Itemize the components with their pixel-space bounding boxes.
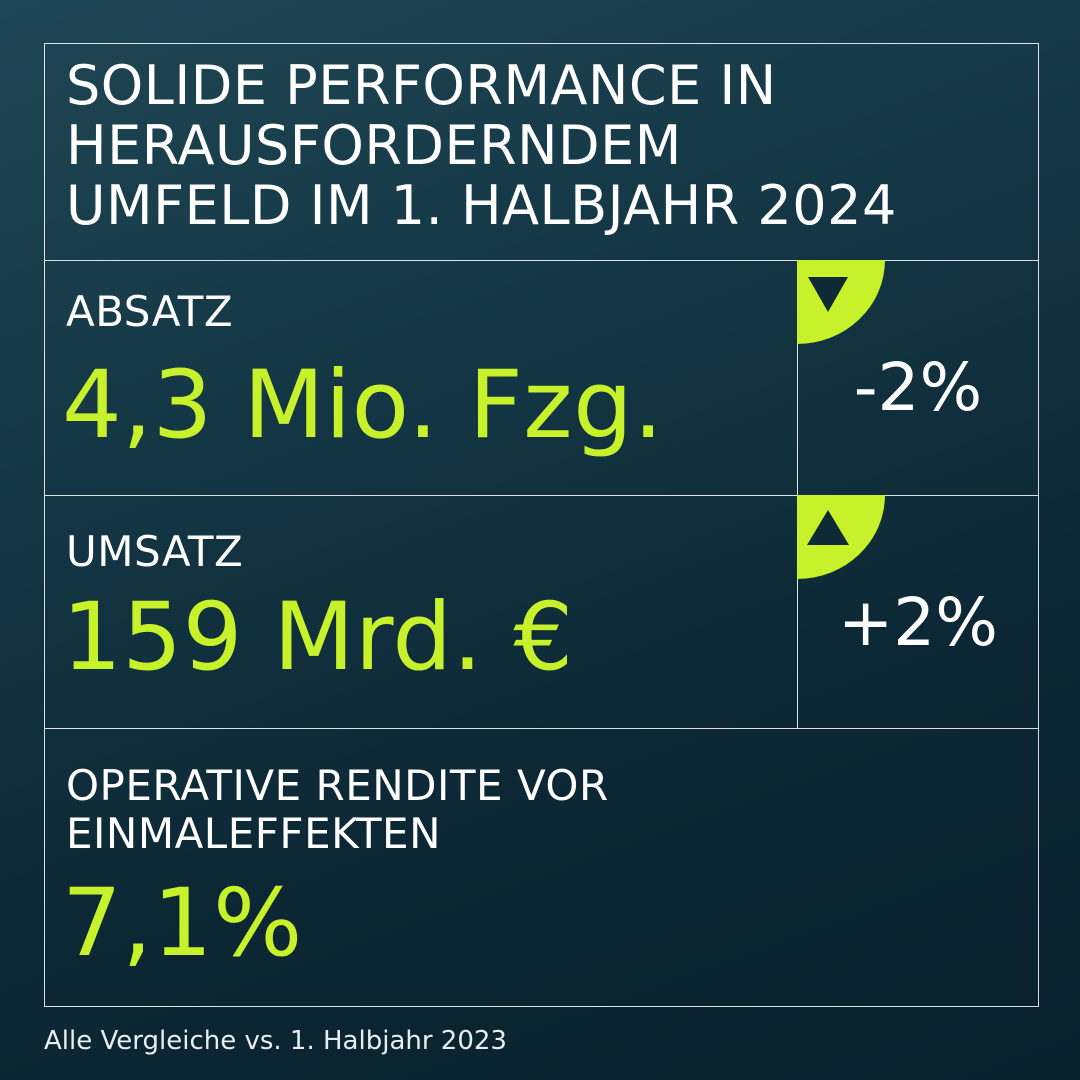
rendite-label: OPERATIVE RENDITE VOR EINMALEFFEKTEN (66, 761, 609, 858)
triangle-up-icon (797, 495, 885, 579)
umsatz-label: UMSATZ (66, 527, 244, 576)
page-title: SOLIDE PERFORMANCE IN HERAUSFORDERNDEM U… (66, 54, 897, 237)
divider-change-column (797, 260, 798, 728)
rendite-value: 7,1% (62, 869, 303, 978)
umsatz-value: 159 Mrd. € (62, 583, 574, 692)
footnote: Alle Vergleiche vs. 1. Halbjahr 2023 (44, 1026, 507, 1056)
umsatz-change: +2% (837, 584, 998, 661)
divider-umsatz (44, 728, 1039, 729)
absatz-value: 4,3 Mio. Fzg. (62, 351, 664, 460)
kpi-grid-frame (44, 43, 1039, 1007)
absatz-label: ABSATZ (66, 287, 234, 336)
triangle-down-icon (797, 260, 885, 344)
divider-headline (44, 260, 1039, 261)
divider-absatz (44, 495, 1039, 496)
absatz-change: -2% (853, 349, 983, 426)
